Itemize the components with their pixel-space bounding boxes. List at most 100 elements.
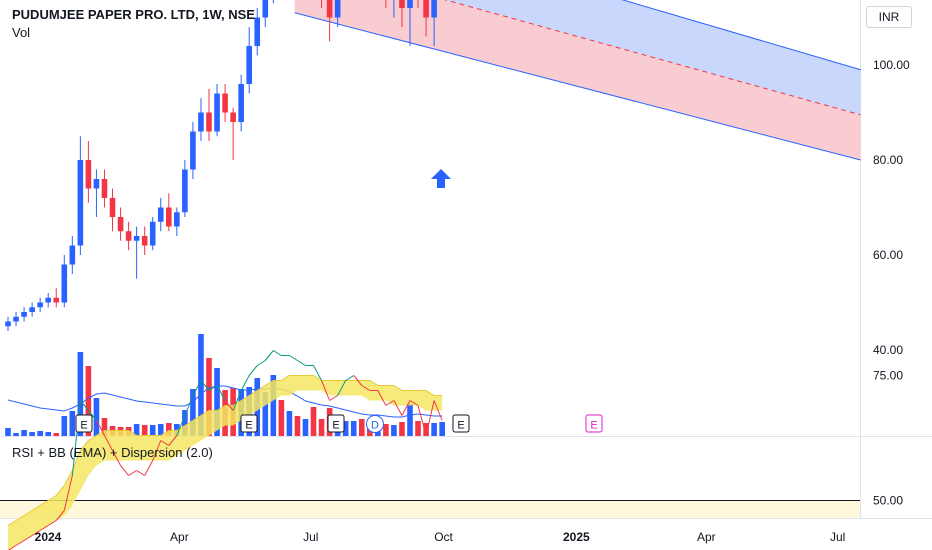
volume-bar: [133, 424, 140, 436]
event-badge-text: E: [80, 420, 87, 432]
candles: [5, 0, 437, 331]
rsi-segment: [409, 400, 419, 406]
volume-bar: [358, 419, 365, 436]
volume-bar: [29, 432, 35, 436]
candle-body: [37, 302, 43, 308]
rsi-segment: [144, 460, 154, 476]
time-tick-label: Oct: [434, 530, 453, 544]
rsi-segment: [176, 415, 186, 436]
candle-body: [133, 236, 140, 241]
volume-bar: [391, 425, 397, 436]
volume-bar: [270, 375, 277, 436]
volume-bar: [5, 428, 11, 436]
rsi-segment: [184, 395, 194, 416]
candle-body: [254, 17, 261, 46]
candle-body: [61, 264, 68, 303]
event-badge-text: D: [371, 420, 379, 432]
rsi-line: [7, 350, 443, 550]
rsi-segment: [337, 380, 347, 396]
rsi-segment: [329, 395, 338, 401]
event-badge-box: [452, 414, 470, 433]
rsi-segment: [15, 540, 25, 546]
rsi-segment: [55, 510, 65, 521]
candle-body: [149, 221, 156, 246]
rsi-segment: [31, 530, 41, 536]
rsi-segment: [321, 380, 331, 401]
candle-body: [230, 112, 236, 122]
volume-bar: [77, 352, 84, 436]
event-badge-box: [585, 414, 603, 433]
candle-body: [174, 212, 180, 227]
volume-bar: [278, 400, 285, 436]
channel-lower-fill: [294, 0, 861, 160]
rsi-segment: [361, 385, 371, 391]
candle-body: [69, 245, 76, 265]
volume-bar: [198, 334, 204, 436]
rsi-segment: [63, 475, 73, 511]
candle-body: [109, 198, 116, 217]
candle-body: [334, 0, 341, 18]
candle-body: [5, 321, 11, 327]
candle-body: [214, 93, 220, 132]
rsi-segment: [232, 390, 242, 411]
event-badge-circle: [366, 415, 384, 433]
volume-bar: [190, 389, 196, 436]
candle-body: [93, 179, 100, 189]
currency-selector[interactable]: INR: [866, 6, 912, 28]
rsi-segment: [120, 465, 129, 476]
rsi-segment: [47, 520, 57, 526]
candle-body: [399, 0, 405, 8]
event-badge: E: [75, 414, 93, 433]
candle-body: [198, 112, 204, 132]
rsi-tick-label: 50.00: [873, 494, 903, 508]
volume-bar: [21, 430, 27, 436]
rsi-band-upper: [7, 375, 443, 526]
candle-body: [77, 160, 84, 246]
rsi-segment: [256, 360, 266, 366]
time-tick-label: Apr: [697, 530, 716, 544]
candle-body: [222, 93, 228, 113]
price-tick-label: 60.00: [873, 248, 903, 262]
time-tick-label: 2025: [563, 530, 590, 544]
event-badge-text: E: [332, 420, 339, 432]
chart-title: PUDUMJEE PAPER PRO. LTD, 1W, NSE: [12, 7, 255, 22]
rsi-segment: [273, 350, 282, 356]
volume-bar: [93, 398, 100, 436]
candle-body: [326, 0, 333, 18]
volume-bar: [302, 419, 309, 436]
volume-bar: [294, 416, 301, 436]
volume-bar: [342, 421, 349, 436]
volume-bar: [206, 358, 212, 436]
rsi-segment: [289, 355, 298, 361]
volume-bar: [157, 424, 164, 436]
rsi-segment: [88, 410, 97, 421]
rsi-segment: [71, 400, 81, 476]
rsi-segment: [417, 405, 427, 436]
rsi-segment: [264, 350, 274, 361]
candle-body: [190, 131, 196, 170]
candle-body: [246, 46, 252, 84]
rsi-segment: [95, 420, 105, 436]
volume-bar: [310, 407, 317, 436]
rsi-segment: [433, 400, 443, 421]
candle-body: [13, 316, 19, 322]
volume-bar: [439, 422, 445, 436]
rsi-segment: [248, 365, 258, 376]
rsi-segment: [79, 400, 89, 411]
rsi-segment: [240, 375, 250, 391]
candle-body: [21, 312, 27, 317]
channel-lower-line: [294, 12, 861, 161]
event-badge: E: [240, 414, 258, 433]
candle-body: [166, 207, 172, 227]
time-tick-label: Jul: [303, 530, 318, 544]
rsi-segment: [208, 385, 218, 391]
volume-bar: [431, 423, 437, 436]
volume-bar: [45, 432, 51, 436]
volume-bar: [101, 418, 108, 436]
volume-bar: [182, 410, 188, 436]
rsi-segment: [313, 365, 323, 381]
indicator-label[interactable]: RSI + BB (EMA) + Dispersion (2.0): [12, 445, 213, 460]
rsi-tick-label: 75.00: [873, 369, 903, 383]
rsi-segment: [152, 440, 162, 461]
